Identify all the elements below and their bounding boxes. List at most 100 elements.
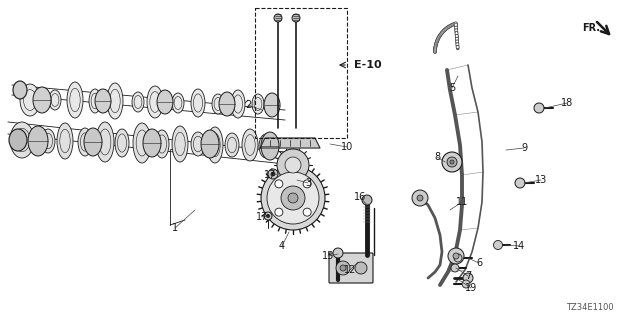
- Text: 10: 10: [341, 142, 353, 152]
- Ellipse shape: [107, 83, 123, 119]
- Circle shape: [438, 34, 442, 37]
- Circle shape: [442, 30, 444, 33]
- Circle shape: [433, 48, 436, 51]
- Circle shape: [440, 31, 444, 34]
- Circle shape: [417, 195, 423, 201]
- Ellipse shape: [10, 122, 34, 158]
- Circle shape: [437, 36, 440, 40]
- Circle shape: [534, 103, 544, 113]
- Circle shape: [436, 39, 439, 42]
- Circle shape: [446, 26, 449, 29]
- Text: 9: 9: [521, 143, 527, 153]
- Ellipse shape: [115, 129, 129, 157]
- Text: TZ34E1100: TZ34E1100: [566, 303, 614, 313]
- Circle shape: [271, 172, 275, 176]
- Ellipse shape: [13, 81, 27, 99]
- Text: 2: 2: [245, 100, 251, 110]
- Circle shape: [281, 186, 305, 210]
- Polygon shape: [260, 138, 320, 148]
- Circle shape: [292, 14, 300, 22]
- Circle shape: [288, 193, 298, 203]
- Bar: [255, 8, 347, 138]
- Ellipse shape: [78, 128, 92, 156]
- Text: 19: 19: [465, 283, 477, 293]
- Text: 17: 17: [264, 170, 276, 180]
- Ellipse shape: [20, 84, 40, 116]
- Circle shape: [340, 265, 346, 271]
- Text: 5: 5: [449, 83, 455, 93]
- Ellipse shape: [132, 92, 144, 112]
- Circle shape: [451, 264, 459, 272]
- Ellipse shape: [96, 122, 114, 162]
- Ellipse shape: [207, 127, 223, 163]
- Ellipse shape: [28, 126, 48, 156]
- Ellipse shape: [191, 89, 205, 117]
- Circle shape: [439, 33, 442, 36]
- Ellipse shape: [201, 130, 219, 158]
- Circle shape: [434, 46, 437, 49]
- Circle shape: [264, 212, 272, 220]
- Circle shape: [440, 32, 443, 35]
- Text: 16: 16: [354, 192, 366, 202]
- Circle shape: [452, 23, 455, 26]
- Ellipse shape: [49, 90, 61, 110]
- Ellipse shape: [67, 82, 83, 118]
- Circle shape: [453, 22, 456, 25]
- Circle shape: [454, 23, 458, 26]
- Text: E-10: E-10: [354, 60, 382, 70]
- Circle shape: [451, 23, 454, 26]
- Circle shape: [453, 253, 459, 259]
- Circle shape: [434, 45, 437, 48]
- Text: 7: 7: [465, 271, 471, 281]
- Circle shape: [303, 208, 311, 216]
- Ellipse shape: [219, 92, 235, 116]
- Circle shape: [450, 24, 453, 27]
- Circle shape: [455, 29, 458, 32]
- Text: 17: 17: [256, 212, 268, 222]
- Text: FR.: FR.: [582, 23, 600, 33]
- Text: 8: 8: [434, 152, 440, 162]
- Circle shape: [447, 25, 450, 28]
- Circle shape: [285, 157, 301, 173]
- Circle shape: [456, 37, 458, 40]
- Circle shape: [275, 180, 283, 188]
- Circle shape: [515, 178, 525, 188]
- Circle shape: [435, 41, 438, 44]
- Text: 13: 13: [535, 175, 547, 185]
- Ellipse shape: [191, 132, 205, 156]
- Ellipse shape: [147, 86, 163, 118]
- Circle shape: [443, 29, 446, 32]
- Circle shape: [463, 273, 473, 283]
- Circle shape: [448, 248, 464, 264]
- Text: 11: 11: [456, 197, 468, 207]
- Text: 1: 1: [172, 223, 178, 233]
- Circle shape: [456, 43, 459, 46]
- Circle shape: [437, 36, 440, 39]
- Ellipse shape: [9, 129, 27, 151]
- Text: 18: 18: [561, 98, 573, 108]
- Text: 6: 6: [476, 258, 482, 268]
- Circle shape: [277, 149, 309, 181]
- Text: 12: 12: [344, 265, 356, 275]
- Circle shape: [412, 190, 428, 206]
- Ellipse shape: [212, 94, 224, 114]
- Circle shape: [362, 195, 372, 205]
- Circle shape: [450, 160, 454, 164]
- Circle shape: [462, 280, 470, 288]
- Text: 14: 14: [513, 241, 525, 251]
- Circle shape: [456, 40, 459, 43]
- Ellipse shape: [231, 90, 245, 118]
- Circle shape: [456, 45, 459, 49]
- Ellipse shape: [172, 126, 188, 162]
- Ellipse shape: [57, 123, 73, 159]
- Circle shape: [435, 43, 438, 46]
- Ellipse shape: [225, 133, 239, 157]
- Ellipse shape: [133, 123, 151, 163]
- Ellipse shape: [242, 129, 258, 161]
- Circle shape: [442, 152, 462, 172]
- Circle shape: [434, 47, 436, 50]
- Circle shape: [434, 44, 437, 47]
- Ellipse shape: [157, 90, 173, 114]
- Circle shape: [436, 40, 438, 43]
- Circle shape: [454, 22, 457, 25]
